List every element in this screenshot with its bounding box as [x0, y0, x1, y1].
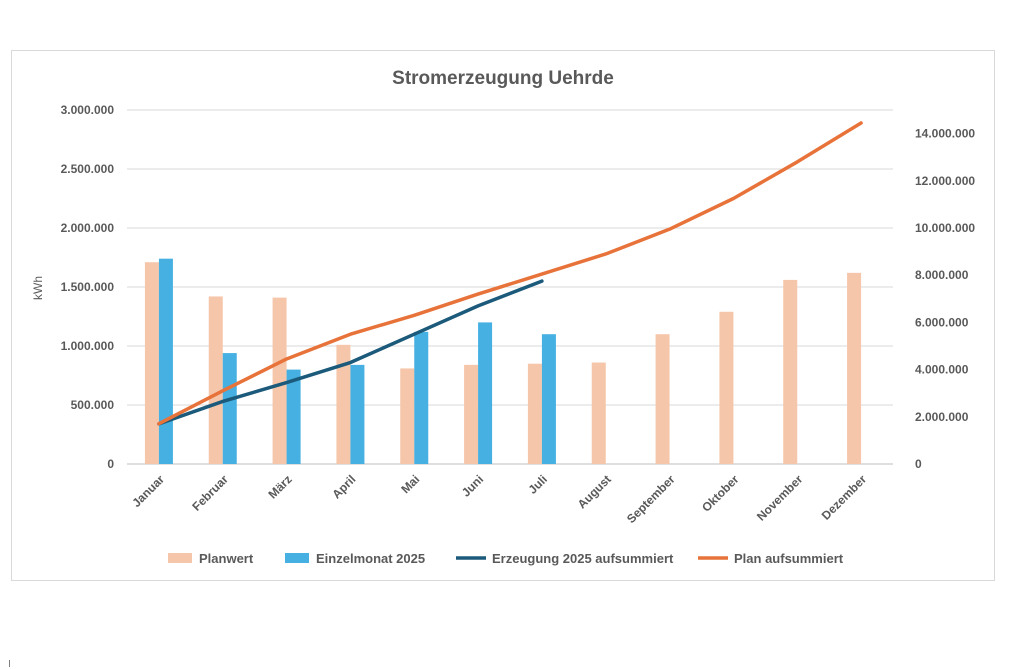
bar — [527, 363, 542, 464]
y-tick-label: 1.500.000 — [61, 280, 115, 294]
x-tick-label: April — [329, 472, 358, 501]
y-tick-label: 500.000 — [71, 398, 115, 412]
y-tick-label: 2.500.000 — [61, 162, 115, 176]
y2-tick-label: 12.000.000 — [915, 174, 975, 188]
chart-frame — [11, 50, 995, 581]
x-tick-label: Oktober — [699, 472, 742, 515]
y-tick-label: 2.000.000 — [61, 221, 115, 235]
bar — [719, 311, 734, 464]
bar — [400, 368, 415, 464]
page-corner-mark — [9, 660, 10, 667]
bar — [350, 364, 365, 464]
legend: Planwert Einzelmonat 2025 Erzeugung 2025 a… — [168, 551, 844, 566]
grid-layer — [127, 109, 893, 465]
lines-layer — [157, 121, 863, 426]
bar — [222, 353, 237, 464]
axis-layer: 0 500.000 1.000.000 1.500.000 2.000.000 2.500… — [61, 103, 976, 526]
legend-label: Planwert — [199, 551, 254, 566]
x-tick-label: Dezember — [819, 472, 870, 523]
bar — [847, 272, 862, 464]
bar — [591, 362, 606, 464]
bar — [272, 297, 287, 464]
bar — [541, 334, 556, 464]
y2-tick-label: 14.000.000 — [915, 127, 975, 141]
x-tick-label: Mai — [398, 472, 422, 496]
x-tick-label: August — [575, 472, 614, 511]
y2-tick-label: 8.000.000 — [915, 268, 969, 282]
x-tick-label: Juli — [526, 472, 551, 497]
y-tick-label: 0 — [107, 457, 114, 471]
chart-title: Stromerzeugung Uehrde — [392, 68, 614, 89]
x-tick-label: September — [624, 472, 678, 526]
legend-label: Einzelmonat 2025 — [316, 551, 425, 566]
y2-tick-label: 10.000.000 — [915, 221, 975, 235]
x-tick-label: Februar — [189, 472, 231, 514]
bars-layer — [144, 258, 862, 464]
series-line — [157, 121, 863, 426]
y2-tick-label: 0 — [915, 457, 922, 471]
bar — [783, 279, 798, 464]
bar — [655, 334, 670, 464]
bar — [414, 331, 429, 464]
y-axis-label: kWh — [31, 276, 45, 300]
y2-tick-label: 2.000.000 — [915, 410, 969, 424]
bar — [464, 364, 479, 464]
y-tick-label: 1.000.000 — [61, 339, 115, 353]
x-tick-label: Januar — [129, 472, 167, 510]
legend-label: Plan aufsummiert — [734, 551, 844, 566]
bar — [208, 296, 223, 464]
y-tick-label: 3.000.000 — [61, 103, 115, 117]
legend-swatch — [168, 553, 192, 563]
bar — [144, 262, 159, 464]
x-tick-label: Juni — [459, 472, 486, 499]
legend-swatch — [285, 553, 309, 563]
y2-tick-label: 4.000.000 — [915, 363, 969, 377]
x-tick-label: März — [265, 472, 294, 501]
bar — [158, 258, 173, 464]
bar — [336, 344, 351, 464]
series-line — [157, 279, 544, 426]
y2-tick-label: 6.000.000 — [915, 315, 969, 329]
bar — [286, 369, 301, 464]
bar — [478, 322, 493, 464]
x-tick-label: November — [754, 472, 806, 524]
legend-label: Erzeugung 2025 aufsummiert — [492, 551, 674, 566]
